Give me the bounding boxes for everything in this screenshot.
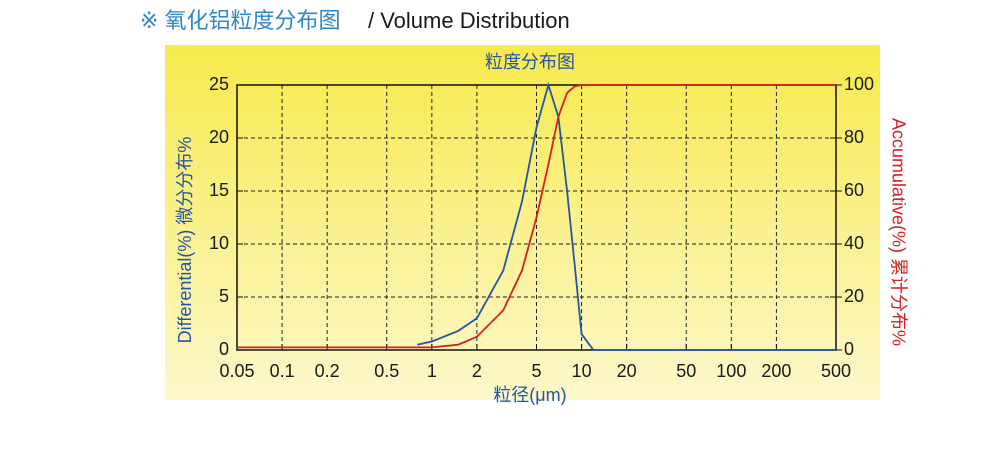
y2-tick-label: 40 bbox=[844, 233, 864, 253]
y-axis-label: Differential(%) 微分分布% bbox=[175, 137, 195, 344]
y2-tick-label: 100 bbox=[844, 74, 874, 94]
plot-border bbox=[236, 84, 837, 351]
y2-axis-label: Accumulative(%) 累计分布% bbox=[888, 118, 908, 346]
y2-tick-label: 60 bbox=[844, 180, 864, 200]
x-tick-label: 500 bbox=[821, 361, 851, 381]
y-tick-label: 5 bbox=[219, 286, 229, 306]
x-tick-label: 5 bbox=[531, 361, 541, 381]
x-axis-label: 粒径(μm) bbox=[493, 385, 566, 405]
x-tick-label: 0.5 bbox=[374, 361, 399, 381]
data-line bbox=[417, 81, 836, 351]
x-tick-label: 2 bbox=[472, 361, 482, 381]
x-tick-label: 10 bbox=[572, 361, 592, 381]
x-tick-label: 0.1 bbox=[270, 361, 295, 381]
y-tick-label: 0 bbox=[219, 339, 229, 359]
x-tick-label: 100 bbox=[716, 361, 746, 381]
x-tick-label: 200 bbox=[761, 361, 791, 381]
x-tick-label: 0.05 bbox=[219, 361, 254, 381]
x-tick-label: 50 bbox=[676, 361, 696, 381]
y-tick-label: 10 bbox=[209, 233, 229, 253]
page-subtitle: / Volume Distribution bbox=[368, 8, 570, 33]
y2-tick-label: 80 bbox=[844, 127, 864, 147]
y2-tick-label: 0 bbox=[844, 339, 854, 359]
y-tick-label: 15 bbox=[209, 180, 229, 200]
data-line bbox=[237, 84, 836, 349]
y-tick-label: 25 bbox=[209, 74, 229, 94]
x-tick-label: 0.2 bbox=[315, 361, 340, 381]
y-tick-label: 20 bbox=[209, 127, 229, 147]
page-title: ※ 氧化铝粒度分布图 bbox=[140, 8, 341, 33]
y2-tick-label: 20 bbox=[844, 286, 864, 306]
x-tick-label: 1 bbox=[427, 361, 437, 381]
chart-title: 粒度分布图 bbox=[485, 52, 575, 72]
chart-panel bbox=[165, 45, 880, 400]
x-tick-label: 20 bbox=[617, 361, 637, 381]
